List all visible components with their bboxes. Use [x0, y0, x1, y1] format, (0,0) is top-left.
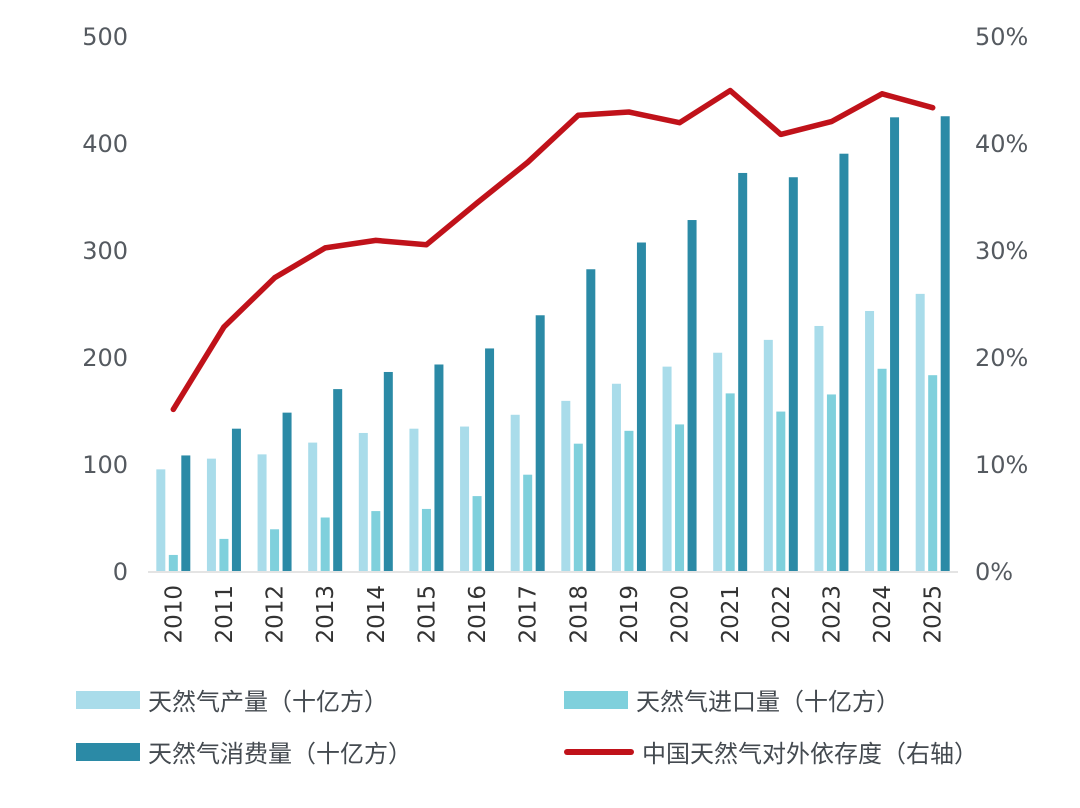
- left-tick-label: 300: [82, 237, 128, 265]
- bar: [890, 117, 900, 571]
- bar: [763, 339, 773, 571]
- x-tick-label: 2010: [161, 585, 187, 644]
- x-tick-label: 2021: [718, 585, 744, 644]
- bar: [738, 172, 748, 571]
- right-tick-label: 40%: [975, 130, 1028, 158]
- bar: [662, 366, 672, 571]
- bar: [928, 375, 938, 571]
- bar: [636, 242, 646, 571]
- bar: [573, 443, 583, 571]
- bar: [409, 428, 419, 571]
- bar: [358, 432, 368, 571]
- x-tick-label: 2020: [668, 585, 694, 644]
- right-tick-label: 20%: [975, 344, 1028, 372]
- bar: [434, 364, 444, 571]
- x-axis: 2010 2011 2012 2013 2014 2015 2016 2017 2018 2019…: [161, 585, 946, 644]
- left-axis: 0 100 200 300 400 500: [82, 23, 128, 586]
- bar: [231, 428, 241, 571]
- bar: [611, 383, 621, 571]
- bar: [320, 517, 330, 571]
- x-tick-label: 2015: [414, 585, 440, 644]
- x-tick-label: 2013: [313, 585, 339, 644]
- bar: [561, 400, 571, 571]
- line-point: [170, 406, 176, 412]
- bar: [940, 116, 950, 571]
- line-point: [423, 242, 429, 248]
- bar: [485, 348, 495, 571]
- bar: [333, 389, 343, 571]
- bar: [586, 269, 596, 571]
- right-tick-label: 50%: [975, 23, 1028, 51]
- x-tick-label: 2016: [465, 585, 491, 644]
- bar-series: [156, 116, 950, 572]
- bar: [687, 220, 697, 572]
- x-tick-label: 2012: [263, 585, 289, 644]
- line-series: [170, 87, 936, 413]
- x-tick-label: 2018: [566, 585, 592, 644]
- bar: [776, 411, 786, 571]
- line-point: [727, 88, 733, 94]
- line-point: [778, 131, 784, 137]
- bar: [877, 368, 887, 571]
- bar: [168, 554, 178, 571]
- bar: [788, 177, 798, 572]
- bar: [421, 508, 431, 571]
- bar: [257, 454, 267, 571]
- right-axis: 0% 10% 20% 30% 40% 50%: [975, 23, 1028, 586]
- bar: [865, 310, 875, 571]
- line-point: [930, 105, 936, 111]
- line-point: [221, 324, 227, 330]
- right-tick-label: 10%: [975, 451, 1028, 479]
- left-tick-label: 500: [82, 23, 128, 51]
- bar: [915, 293, 925, 571]
- x-tick-label: 2011: [212, 585, 238, 644]
- line-point: [272, 275, 278, 281]
- x-tick-label: 2024: [870, 585, 896, 644]
- line-point: [373, 237, 379, 243]
- bar: [839, 153, 849, 571]
- line-point: [879, 91, 885, 97]
- x-tick-label: 2014: [364, 585, 390, 644]
- bar: [523, 474, 533, 571]
- bar: [826, 394, 836, 571]
- bar: [219, 538, 229, 571]
- x-tick-label: 2025: [921, 585, 947, 644]
- left-tick-label: 200: [82, 344, 128, 372]
- line-point: [828, 119, 834, 125]
- line-point: [525, 159, 531, 165]
- bar: [460, 426, 470, 571]
- bar: [624, 430, 634, 571]
- x-tick-label: 2022: [769, 585, 795, 644]
- bar: [814, 325, 824, 571]
- bar: [713, 352, 723, 571]
- line-point: [575, 112, 581, 118]
- x-tick-label: 2023: [819, 585, 845, 644]
- right-tick-label: 0%: [975, 558, 1013, 586]
- line-point: [322, 245, 328, 251]
- x-tick-label: 2017: [516, 585, 542, 644]
- bar: [282, 412, 292, 571]
- dependence-line: [170, 87, 936, 413]
- bar: [206, 458, 216, 571]
- bar: [371, 511, 381, 571]
- bar: [383, 371, 393, 571]
- left-tick-label: 400: [82, 130, 128, 158]
- bar: [156, 469, 166, 571]
- left-tick-label: 0: [113, 558, 128, 586]
- bar: [675, 424, 685, 571]
- bar: [308, 442, 318, 571]
- line-point: [626, 109, 632, 115]
- bar: [510, 414, 520, 571]
- line-point: [677, 120, 683, 126]
- bar: [535, 315, 545, 571]
- bar: [270, 529, 280, 571]
- x-tick-label: 2019: [617, 585, 643, 644]
- bar: [472, 496, 482, 571]
- bar: [181, 455, 191, 571]
- line-point: [474, 200, 480, 206]
- right-tick-label: 30%: [975, 237, 1028, 265]
- bar: [725, 393, 735, 571]
- left-tick-label: 100: [82, 451, 128, 479]
